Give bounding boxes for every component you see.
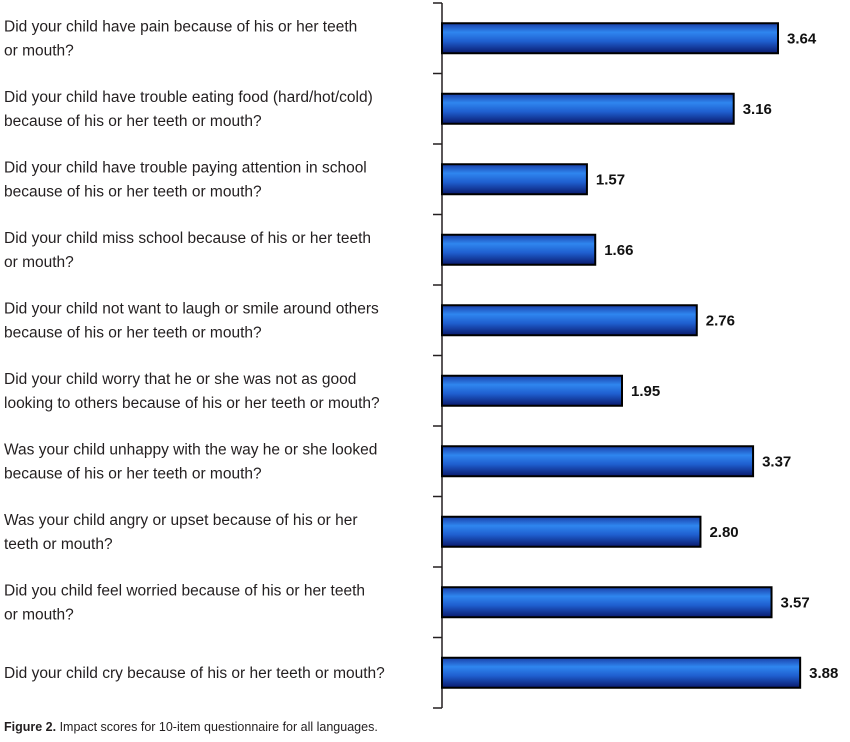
category-label: Did your child have trouble paying atten… — [4, 159, 367, 176]
category-label: Did your child have trouble eating food … — [4, 89, 373, 106]
category-label: Did your child not want to laugh or smil… — [4, 300, 379, 317]
bar — [441, 374, 623, 407]
bar — [441, 92, 735, 125]
value-label: 2.76 — [706, 312, 735, 329]
category-label: because of his or her teeth or mouth? — [4, 324, 262, 341]
category-label: because of his or her teeth or mouth? — [4, 113, 262, 130]
category-label: because of his or her teeth or mouth? — [4, 183, 262, 200]
bar — [441, 22, 779, 55]
bar — [441, 304, 698, 337]
figure-caption-label: Figure 2. — [4, 720, 57, 734]
category-label: Did your child worry that he or she was … — [4, 371, 356, 388]
bar — [441, 445, 755, 478]
bar — [441, 656, 802, 689]
value-labels: 3.64 3.16 1.57 1.66 2.76 1.95 3.37 2.80 3.57 3.88 — [596, 30, 838, 682]
category-label: Did your child cry because of his or her… — [4, 665, 385, 682]
category-label: Did you child feel worried because of hi… — [4, 582, 365, 599]
value-label: 1.95 — [631, 383, 660, 400]
bar — [441, 233, 597, 266]
value-label: 3.16 — [743, 101, 772, 118]
value-label: 3.88 — [809, 665, 838, 682]
value-label: 3.64 — [787, 30, 817, 47]
value-label: 3.37 — [762, 453, 791, 470]
category-label: or mouth? — [4, 42, 74, 59]
category-label: Was your child angry or upset because of… — [4, 512, 358, 529]
figure-caption-text: Impact scores for 10-item questionnaire … — [56, 720, 378, 734]
category-label: Did your child miss school because of hi… — [4, 230, 371, 247]
y-axis — [433, 2, 443, 709]
category-labels: Did your child have pain because of his … — [4, 18, 385, 682]
category-label: or mouth? — [4, 254, 74, 271]
category-label: teeth or mouth? — [4, 536, 113, 553]
bars — [441, 22, 802, 689]
figure-caption: Figure 2. Impact scores for 10-item ques… — [4, 720, 378, 734]
category-label: or mouth? — [4, 606, 74, 623]
bar — [441, 586, 773, 619]
value-label: 1.57 — [596, 171, 625, 188]
category-label: Did your child have pain because of his … — [4, 18, 357, 35]
bar — [441, 163, 588, 196]
category-label: Was your child unhappy with the way he o… — [4, 441, 377, 458]
value-label: 3.57 — [781, 594, 810, 611]
bar — [441, 515, 702, 548]
value-label: 2.80 — [709, 524, 738, 541]
value-label: 1.66 — [604, 242, 633, 259]
category-label: because of his or her teeth or mouth? — [4, 465, 262, 482]
category-label: looking to others because of his or her … — [4, 395, 380, 412]
